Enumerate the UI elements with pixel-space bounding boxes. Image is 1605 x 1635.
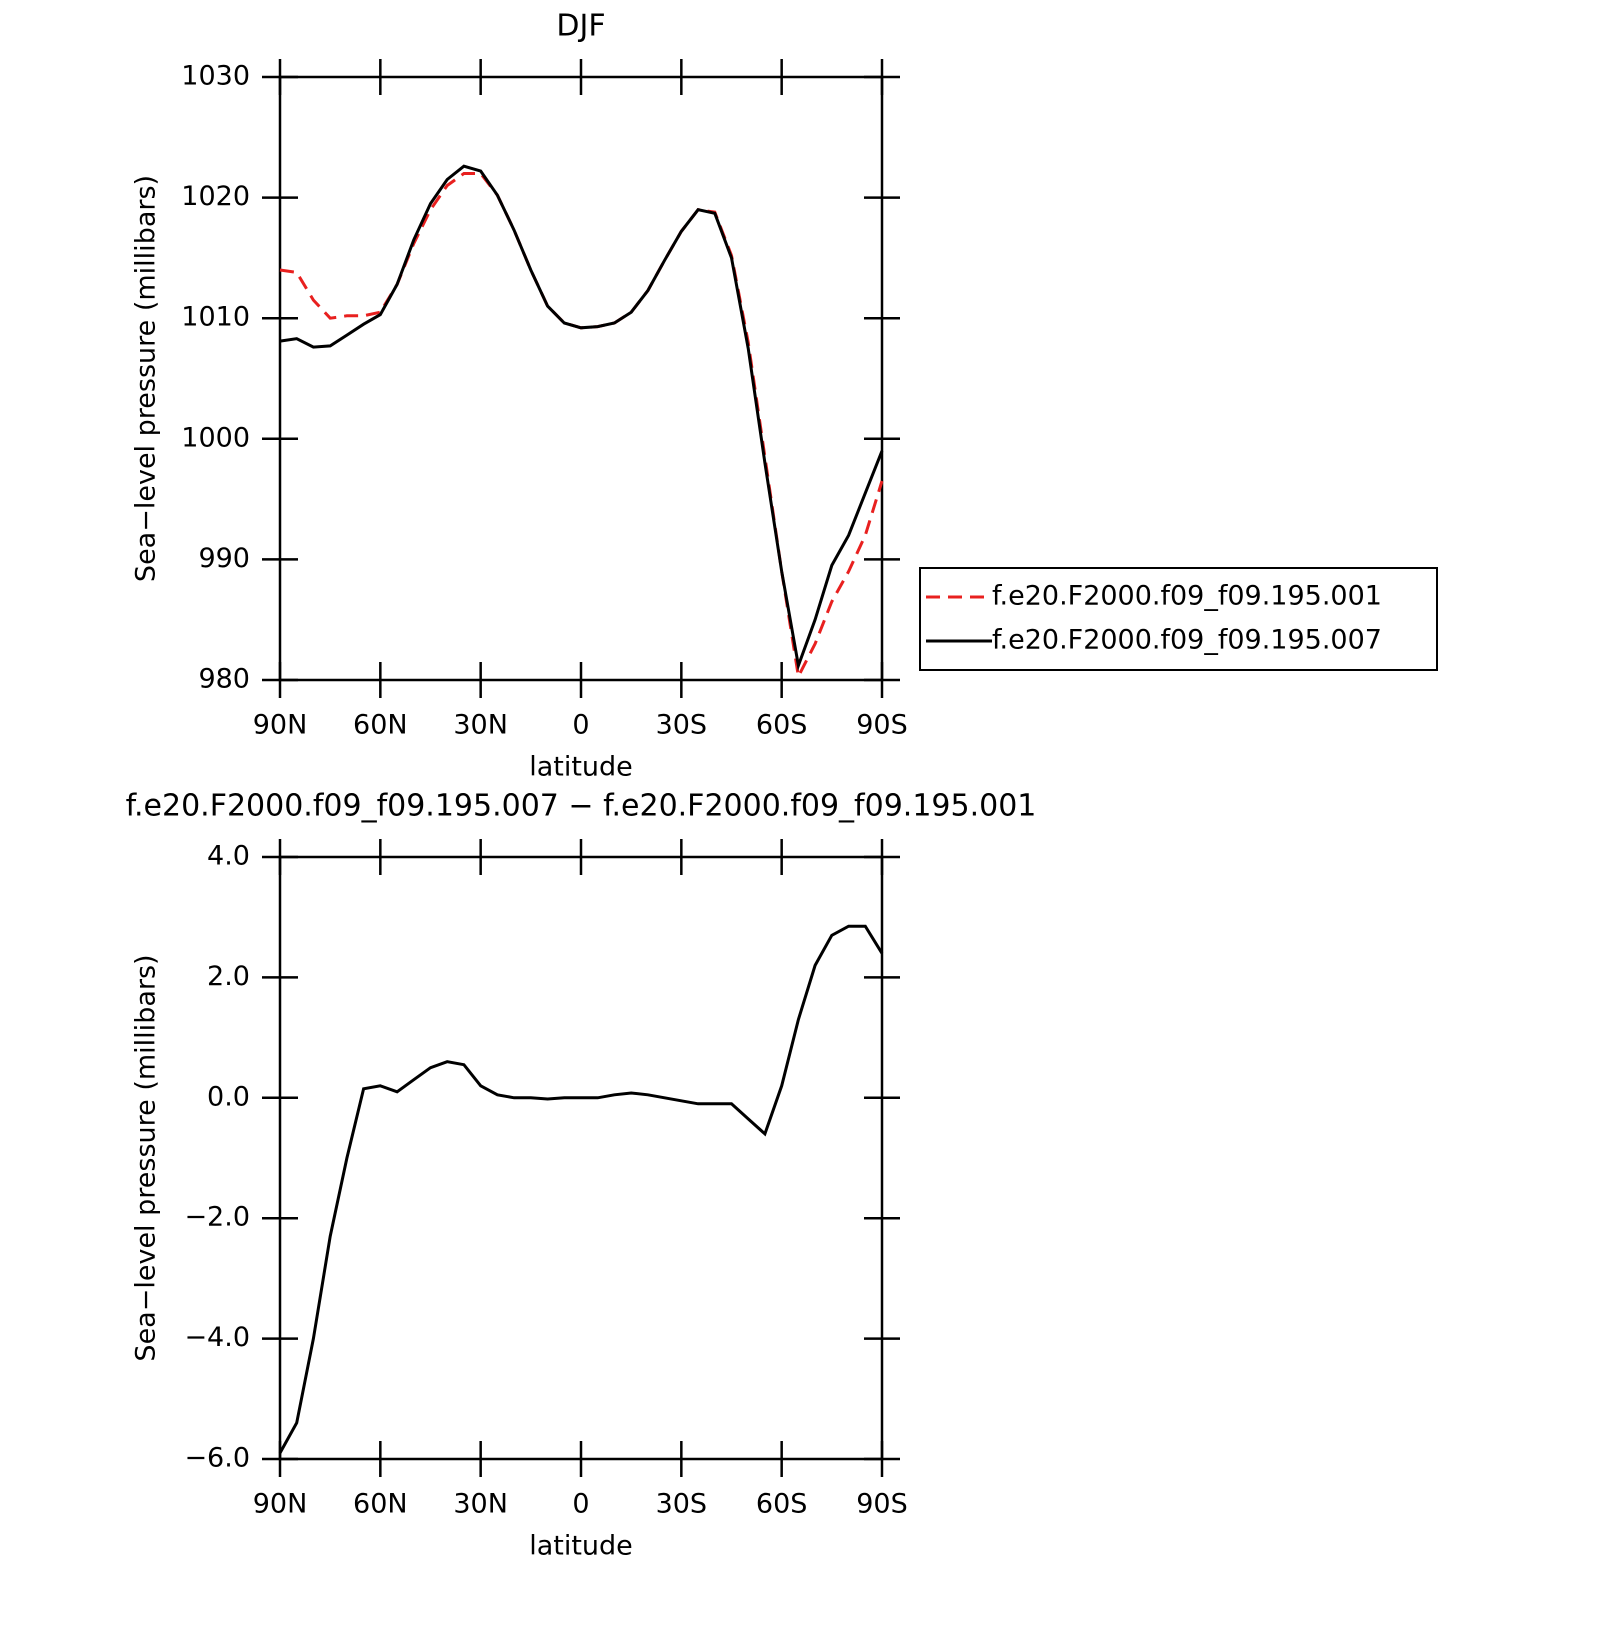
series-line bbox=[279, 164, 884, 672]
x-tick-label: 0 bbox=[572, 1489, 589, 1520]
series-line bbox=[278, 924, 884, 1454]
y-tick-label: 0.0 bbox=[207, 1081, 250, 1112]
legend-label: f.e20.F2000.f09_f09.195.001 bbox=[992, 581, 1382, 612]
x-axis-label: latitude bbox=[529, 1531, 633, 1562]
y-tick-label: 990 bbox=[198, 543, 250, 574]
plot-frame bbox=[278, 75, 884, 682]
y-axis-label: Sea−level pressure (millibars) bbox=[131, 175, 162, 582]
x-tick-label: 90N bbox=[253, 710, 308, 741]
x-tick-label: 90S bbox=[856, 710, 908, 741]
legend-box bbox=[919, 567, 1438, 671]
x-tick-label: 30S bbox=[656, 1489, 708, 1520]
x-tick-label: 30N bbox=[453, 1489, 508, 1520]
x-tick-label: 60N bbox=[353, 710, 408, 741]
y-tick-label: −6.0 bbox=[184, 1443, 250, 1474]
y-tick-label: 2.0 bbox=[207, 961, 250, 992]
x-tick-label: 60S bbox=[756, 1489, 808, 1520]
y-axis-label: Sea−level pressure (millibars) bbox=[131, 954, 162, 1361]
y-tick-label: 1000 bbox=[181, 422, 250, 453]
chart-title: f.e20.F2000.f09_f09.195.007 − f.e20.F200… bbox=[126, 789, 1037, 824]
y-tick-label: 1030 bbox=[181, 61, 250, 92]
plot-frame bbox=[278, 855, 884, 1461]
x-tick-label: 90N bbox=[253, 1489, 308, 1520]
chart-title: DJF bbox=[556, 9, 605, 44]
y-tick-label: 4.0 bbox=[207, 841, 250, 872]
y-tick-label: 1010 bbox=[181, 302, 250, 333]
x-tick-label: 60S bbox=[756, 710, 808, 741]
y-tick-label: 1020 bbox=[181, 181, 250, 212]
y-tick-label: −2.0 bbox=[184, 1202, 250, 1233]
y-tick-label: −4.0 bbox=[184, 1322, 250, 1353]
x-axis-label: latitude bbox=[529, 752, 633, 783]
x-tick-label: 0 bbox=[572, 710, 589, 741]
x-tick-label: 30N bbox=[453, 710, 508, 741]
series-line bbox=[279, 172, 884, 682]
x-tick-label: 30S bbox=[656, 710, 708, 741]
x-tick-label: 60N bbox=[353, 1489, 408, 1520]
legend-label: f.e20.F2000.f09_f09.195.007 bbox=[992, 625, 1382, 656]
x-tick-label: 90S bbox=[856, 1489, 908, 1520]
y-tick-label: 980 bbox=[198, 664, 250, 695]
